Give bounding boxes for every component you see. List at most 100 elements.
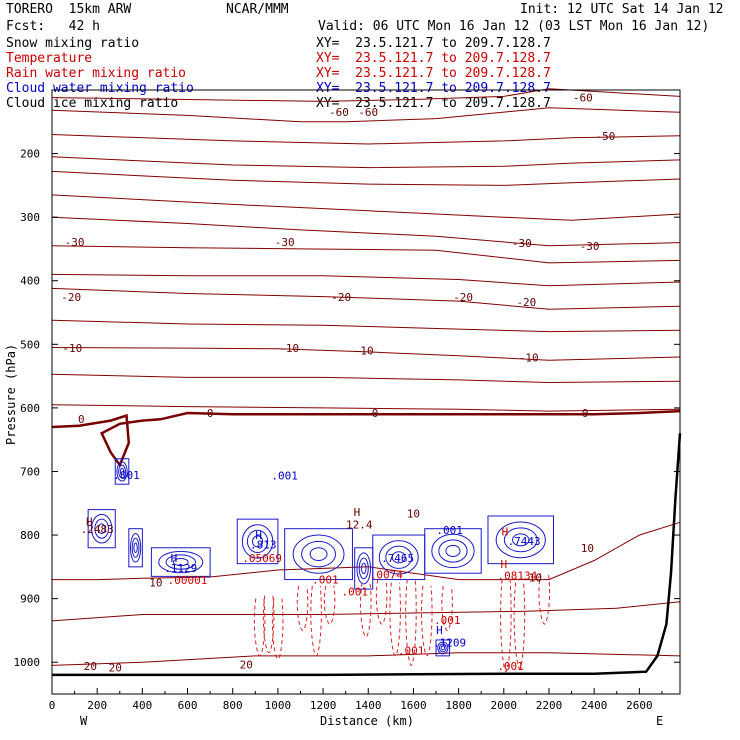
- x-tick-label: 200: [87, 699, 107, 712]
- cloud-water-ring: [130, 532, 142, 563]
- contour-value-label: H: [500, 558, 507, 571]
- model-title: TORERO 15km ARW: [6, 2, 132, 17]
- cloud-water-contour: [236, 518, 279, 565]
- terrain-line: [52, 433, 682, 677]
- cloud-water-ring: [356, 552, 372, 585]
- contour-value-label: .001: [497, 660, 524, 673]
- temperature-contour: [51, 170, 681, 186]
- temperature-contour: [51, 194, 681, 221]
- contour-value-label: .7465: [381, 552, 414, 565]
- y-tick-label: 600: [20, 402, 40, 415]
- xy-temperature: XY= 23.5.121.7 to 209.7.128.7: [316, 51, 551, 66]
- contour-value-label: -10: [279, 342, 299, 355]
- cloud-water-contour: [284, 528, 353, 581]
- rain-water-contour: [389, 582, 401, 657]
- contour-value-label: 20: [240, 659, 253, 672]
- cloud-water-contour: [150, 547, 211, 577]
- cloud-water-ring: [309, 547, 328, 561]
- contour-value-label: .1209: [433, 636, 466, 649]
- contour-value-label: -50: [596, 130, 616, 143]
- cloud-water-ring: [438, 539, 468, 563]
- cloud-water-ring: [94, 518, 109, 539]
- cloud-water-ring: [131, 537, 140, 558]
- contour-value-label: 10: [529, 571, 542, 584]
- cloud-water-ring: [172, 557, 189, 567]
- contour-value-label: -30: [275, 236, 295, 249]
- xy-snow: XY= 23.5.121.7 to 209.7.128.7: [316, 36, 551, 51]
- cloud-water-contour: [435, 639, 451, 657]
- cloud-water-ring: [158, 550, 204, 574]
- rain-water-contour: [310, 585, 322, 657]
- cloud-water-ring: [445, 544, 461, 558]
- contour-value-label: -10: [354, 344, 374, 357]
- cloud-water-ring: [97, 523, 106, 534]
- x-tick-label: 2400: [581, 699, 608, 712]
- cloud-water-contour: [487, 515, 554, 565]
- contour-value-label: -60: [329, 106, 349, 119]
- west-label: W: [80, 714, 88, 728]
- temperature-contour: [51, 156, 681, 169]
- contour-value-label: .813: [250, 538, 277, 551]
- contour-value-label: H: [255, 529, 262, 542]
- contour-layer: [51, 88, 681, 666]
- temperature-contour: [51, 216, 681, 247]
- cloud-water-ring: [385, 545, 413, 569]
- x-tick-label: 1800: [445, 699, 472, 712]
- temperature-contour: [51, 88, 681, 102]
- contour-value-label: .00001: [168, 574, 208, 587]
- axes-layer: 0 200 400 600 800 1000 1200 1400 1600 1800 2000 220…: [14, 148, 680, 712]
- contour-value-label: H: [354, 506, 361, 519]
- contour-value-label: H: [436, 624, 443, 637]
- cloud-water-ring: [360, 562, 367, 575]
- contour-value-label: -20: [331, 291, 351, 304]
- cloud-water-ring: [91, 513, 113, 544]
- rain-layer: [253, 573, 551, 673]
- cloud-water-ring: [438, 643, 447, 653]
- contour-value-label: 0: [582, 407, 589, 420]
- temperature-contour: [51, 652, 681, 666]
- y-tick-label: 900: [20, 593, 40, 606]
- organization: NCAR/MMM: [226, 2, 289, 17]
- contour-value-label: H: [171, 552, 178, 565]
- cloud-water-ring: [495, 521, 546, 559]
- temperature-contour: [51, 347, 681, 361]
- contour-value-label: 10: [407, 507, 420, 520]
- y-tick-label: 200: [20, 148, 40, 161]
- contour-value-label: 10: [581, 542, 594, 555]
- rain-water-contour: [253, 598, 266, 657]
- x-tick-label: 2000: [491, 699, 518, 712]
- y-tick-label: 800: [20, 529, 40, 542]
- forecast-hour: Fcst: 42 h: [6, 19, 100, 34]
- field-snow: Snow mixing ratio: [6, 36, 140, 51]
- cloud-water-ring: [165, 554, 196, 570]
- cloud-water-ring: [391, 551, 406, 564]
- cloud-water-ring: [251, 535, 264, 548]
- field-rain: Rain water mixing ratio: [6, 66, 187, 81]
- terrain-layer: [52, 433, 682, 677]
- y-tick-label: 500: [20, 338, 40, 351]
- x-tick-label: 2200: [536, 699, 563, 712]
- contour-value-label: -30: [512, 237, 532, 250]
- x-tick-label: 1400: [355, 699, 382, 712]
- rain-water-contour: [405, 579, 417, 666]
- x-tick-label: 1200: [310, 699, 337, 712]
- contour-value-label: 12.4: [346, 519, 373, 532]
- rain-water-contour: [441, 585, 453, 631]
- x-tick-label: 400: [132, 699, 152, 712]
- rain-water-contour: [513, 582, 526, 670]
- cloud-water-contour: [114, 458, 130, 485]
- temperature-contour: [51, 404, 681, 412]
- x-tick-label: 800: [223, 699, 243, 712]
- contour-value-label: .001: [271, 470, 298, 483]
- contour-value-label: -60: [358, 106, 378, 119]
- field-cloud-water: Cloud water mixing ratio: [6, 81, 194, 96]
- x-axis-label: Distance (km): [320, 714, 414, 728]
- plot-frame: [51, 89, 681, 695]
- contour-value-label: .001: [434, 614, 461, 627]
- field-cloud-ice: Cloud ice mixing ratio: [6, 96, 179, 111]
- temperature-contour: [51, 134, 681, 145]
- rain-water-contour: [538, 573, 551, 625]
- y-tick-label: 300: [20, 211, 40, 224]
- contour-value-label: 20: [84, 660, 97, 673]
- cloud-water-ring: [440, 645, 446, 651]
